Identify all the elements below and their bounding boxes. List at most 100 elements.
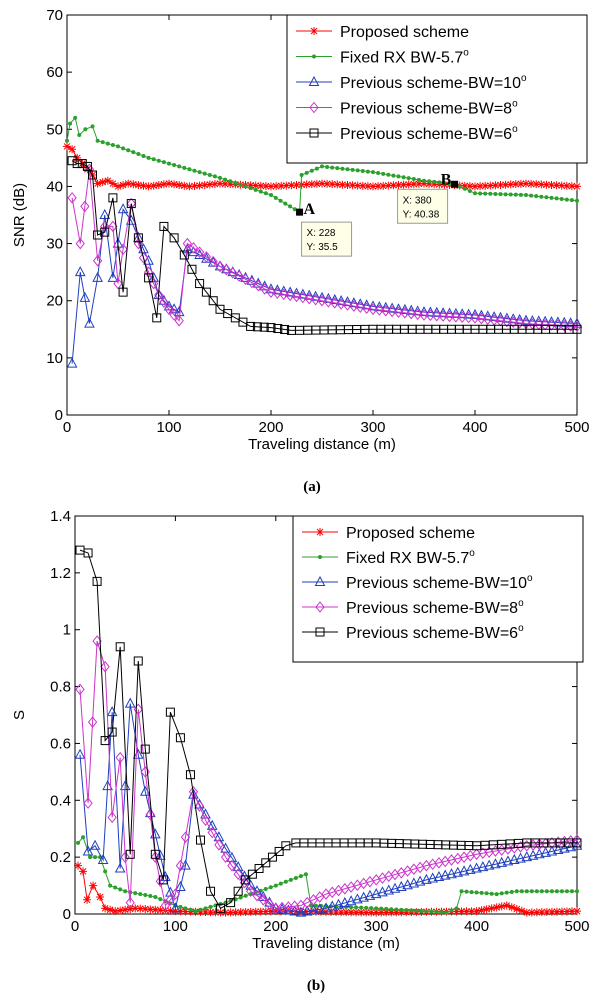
data-point: [118, 887, 123, 892]
data-point: [559, 319, 569, 332]
data-point: [482, 905, 491, 914]
data-point: [508, 192, 513, 197]
data-point: [223, 177, 228, 182]
data-point: [463, 308, 474, 319]
data-point: [344, 905, 349, 910]
data-point: [478, 191, 483, 196]
legend-marker: [310, 27, 318, 35]
data-point: [100, 140, 105, 145]
data-point: [83, 895, 92, 904]
data-point: [150, 849, 160, 859]
data-point: [266, 323, 276, 333]
data-point: [148, 271, 160, 282]
data-point: [240, 273, 251, 286]
legend-marker: [309, 101, 319, 114]
data-point: [77, 133, 82, 137]
data-point: [259, 322, 269, 332]
data-point: [479, 890, 484, 895]
data-point: [396, 174, 401, 179]
data-point: [149, 181, 158, 190]
legend-marker: [315, 627, 325, 637]
data-point: [395, 880, 407, 891]
y-tick-label: 0.2: [50, 849, 71, 866]
data-point: [414, 179, 423, 188]
data-point: [544, 195, 549, 200]
data-point: [201, 287, 211, 297]
data-point: [323, 179, 332, 188]
data-point: [196, 907, 205, 916]
data-point: [439, 869, 451, 880]
data-point: [92, 254, 103, 267]
data-point: [483, 859, 495, 870]
data-point: [562, 907, 571, 916]
data-point: [329, 293, 341, 304]
datatip-marker: [451, 180, 459, 188]
legend-marker: [308, 75, 320, 86]
data-point: [518, 192, 523, 197]
data-point: [140, 744, 150, 754]
data-point: [82, 845, 94, 856]
data-point: [552, 907, 561, 916]
data-point: [496, 181, 505, 189]
data-point: [106, 905, 115, 914]
data-point: [268, 885, 273, 890]
data-point: [123, 889, 128, 894]
data-point: [153, 894, 158, 899]
data-point: [325, 165, 330, 169]
data-point: [420, 179, 428, 188]
data-point: [84, 317, 95, 328]
data-point: [113, 885, 118, 890]
data-point: [133, 656, 143, 666]
data-point: [474, 890, 479, 895]
data-point: [354, 298, 366, 309]
data-point: [221, 263, 232, 276]
y-tick-label: 30: [46, 236, 63, 253]
data-point: [421, 873, 432, 884]
data-point: [476, 309, 487, 320]
data-point: [246, 181, 255, 190]
data-point: [258, 893, 268, 906]
data-point: [323, 295, 334, 308]
series-line: [71, 160, 577, 331]
data-point: [79, 291, 91, 302]
data-point: [297, 180, 306, 189]
data-point: [171, 907, 180, 916]
data-point: [233, 181, 238, 185]
data-point: [145, 808, 155, 821]
data-point: [266, 907, 275, 916]
data-point: [529, 889, 534, 894]
data-point: [333, 898, 344, 909]
data-point: [291, 290, 302, 303]
data-point: [119, 780, 131, 791]
data-point: [524, 193, 528, 197]
data-point: [159, 180, 168, 189]
data-point: [247, 276, 257, 289]
y-tick-label: 1: [63, 622, 71, 639]
data-point: [452, 907, 461, 916]
series-line: [79, 640, 578, 909]
data-point: [429, 909, 434, 914]
data-point: [278, 285, 290, 296]
data-point: [367, 908, 376, 917]
data-point: [136, 152, 141, 157]
data-point: [196, 835, 205, 845]
data-point: [161, 160, 166, 165]
data-point: [131, 904, 140, 913]
data-point: [374, 906, 379, 911]
data-point: [110, 143, 115, 147]
data-point: [489, 891, 494, 896]
data-point: [83, 127, 88, 132]
datatip-text: Y: 40.38: [403, 209, 440, 220]
datatip-box: [397, 188, 449, 224]
data-point: [507, 313, 519, 324]
data-point: [179, 250, 189, 260]
legend-label: Fixed RX BW-5.7o: [346, 548, 475, 567]
data-point: [77, 159, 87, 169]
data-point: [393, 303, 404, 314]
data-point: [457, 907, 466, 916]
data-point: [364, 889, 376, 900]
data-point: [125, 849, 135, 859]
data-point: [261, 182, 270, 191]
data-point: [192, 168, 197, 173]
data-point: [83, 548, 93, 558]
